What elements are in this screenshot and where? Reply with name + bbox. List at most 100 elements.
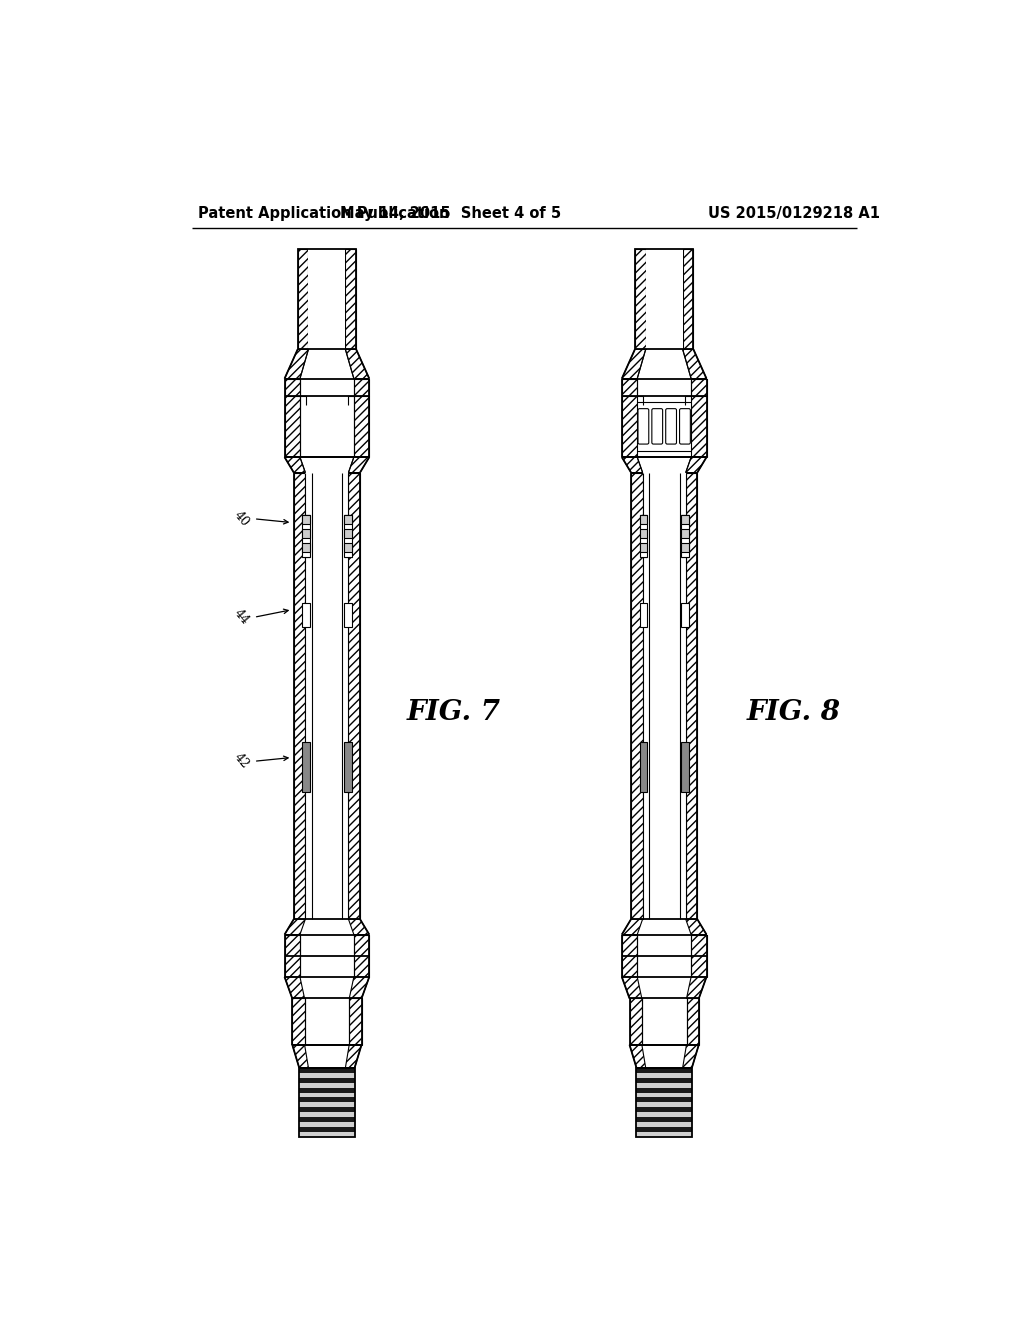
Bar bbox=[637, 1107, 692, 1113]
FancyBboxPatch shape bbox=[680, 409, 690, 444]
Bar bbox=[640, 742, 647, 792]
Polygon shape bbox=[285, 457, 305, 473]
Bar bbox=[646, 249, 683, 350]
Bar bbox=[686, 473, 697, 919]
Bar bbox=[305, 473, 348, 919]
Bar bbox=[299, 1068, 354, 1137]
Bar bbox=[640, 529, 647, 539]
Bar bbox=[643, 473, 686, 919]
Text: US 2015/0129218 A1: US 2015/0129218 A1 bbox=[708, 206, 880, 222]
Bar bbox=[637, 1082, 692, 1088]
FancyBboxPatch shape bbox=[666, 409, 677, 444]
Polygon shape bbox=[622, 977, 642, 998]
Polygon shape bbox=[348, 457, 370, 473]
Text: 42: 42 bbox=[231, 751, 252, 772]
Bar bbox=[640, 515, 647, 524]
Bar bbox=[631, 473, 643, 919]
Bar bbox=[681, 543, 689, 552]
Text: FIG. 7: FIG. 7 bbox=[407, 700, 500, 726]
Bar bbox=[344, 515, 351, 524]
Polygon shape bbox=[345, 249, 356, 350]
Bar bbox=[637, 1068, 692, 1073]
Bar bbox=[681, 515, 689, 557]
Bar bbox=[354, 396, 370, 457]
Bar bbox=[683, 1068, 692, 1137]
Bar bbox=[691, 379, 707, 396]
Bar bbox=[299, 1102, 354, 1107]
Bar bbox=[299, 1117, 354, 1122]
Bar bbox=[691, 396, 707, 457]
Polygon shape bbox=[345, 350, 370, 379]
Bar bbox=[637, 1133, 692, 1137]
Polygon shape bbox=[285, 977, 304, 998]
Bar bbox=[298, 249, 356, 350]
Bar bbox=[622, 935, 637, 977]
Bar bbox=[299, 1127, 354, 1133]
Bar bbox=[302, 529, 310, 539]
Bar bbox=[308, 249, 345, 350]
Bar bbox=[299, 1088, 354, 1093]
Bar bbox=[299, 1097, 354, 1102]
Polygon shape bbox=[349, 977, 370, 998]
Bar bbox=[344, 603, 351, 627]
Polygon shape bbox=[345, 1044, 361, 1068]
Text: 40: 40 bbox=[231, 508, 252, 529]
Bar bbox=[637, 1088, 692, 1093]
Bar bbox=[637, 1117, 692, 1122]
Polygon shape bbox=[683, 350, 707, 379]
Bar bbox=[637, 1127, 692, 1133]
Bar bbox=[637, 1093, 692, 1097]
Bar bbox=[681, 603, 689, 627]
Bar bbox=[637, 1068, 692, 1137]
Bar bbox=[345, 1068, 354, 1137]
Bar bbox=[681, 529, 689, 539]
Bar bbox=[344, 742, 351, 792]
Bar bbox=[302, 515, 310, 557]
Polygon shape bbox=[298, 249, 308, 350]
Bar bbox=[637, 1073, 692, 1077]
Bar bbox=[637, 1077, 692, 1082]
Bar bbox=[640, 515, 647, 557]
Bar bbox=[637, 1102, 692, 1107]
Bar bbox=[299, 1133, 354, 1137]
FancyBboxPatch shape bbox=[652, 409, 663, 444]
Text: FIG. 8: FIG. 8 bbox=[746, 700, 841, 726]
Bar bbox=[285, 935, 300, 977]
Bar bbox=[299, 1093, 354, 1097]
Polygon shape bbox=[686, 919, 707, 935]
Bar bbox=[348, 473, 360, 919]
Bar bbox=[299, 1068, 354, 1073]
Bar bbox=[622, 396, 637, 457]
Bar bbox=[637, 1068, 692, 1137]
Bar bbox=[302, 742, 310, 792]
Text: May 14, 2015  Sheet 4 of 5: May 14, 2015 Sheet 4 of 5 bbox=[340, 206, 561, 222]
Polygon shape bbox=[630, 1044, 646, 1068]
Polygon shape bbox=[622, 457, 643, 473]
Polygon shape bbox=[292, 1044, 308, 1068]
Bar bbox=[637, 1113, 692, 1117]
Polygon shape bbox=[348, 919, 370, 935]
Bar bbox=[637, 1122, 692, 1127]
Bar bbox=[344, 543, 351, 552]
Bar bbox=[681, 515, 689, 524]
Bar bbox=[299, 1113, 354, 1117]
Bar bbox=[285, 379, 300, 396]
Bar bbox=[294, 473, 305, 919]
Text: Patent Application Publication: Patent Application Publication bbox=[198, 206, 450, 222]
Polygon shape bbox=[683, 1044, 698, 1068]
Text: 44: 44 bbox=[231, 607, 252, 627]
Bar bbox=[344, 529, 351, 539]
Polygon shape bbox=[285, 350, 308, 379]
Bar bbox=[299, 1068, 308, 1137]
Bar bbox=[681, 742, 689, 792]
Bar bbox=[637, 1068, 646, 1137]
Polygon shape bbox=[686, 457, 707, 473]
Polygon shape bbox=[635, 249, 646, 350]
Polygon shape bbox=[622, 919, 643, 935]
Bar bbox=[302, 543, 310, 552]
Bar bbox=[635, 249, 693, 350]
Bar bbox=[622, 379, 637, 396]
Bar bbox=[637, 1097, 692, 1102]
Bar bbox=[299, 1073, 354, 1077]
Bar bbox=[686, 998, 698, 1044]
